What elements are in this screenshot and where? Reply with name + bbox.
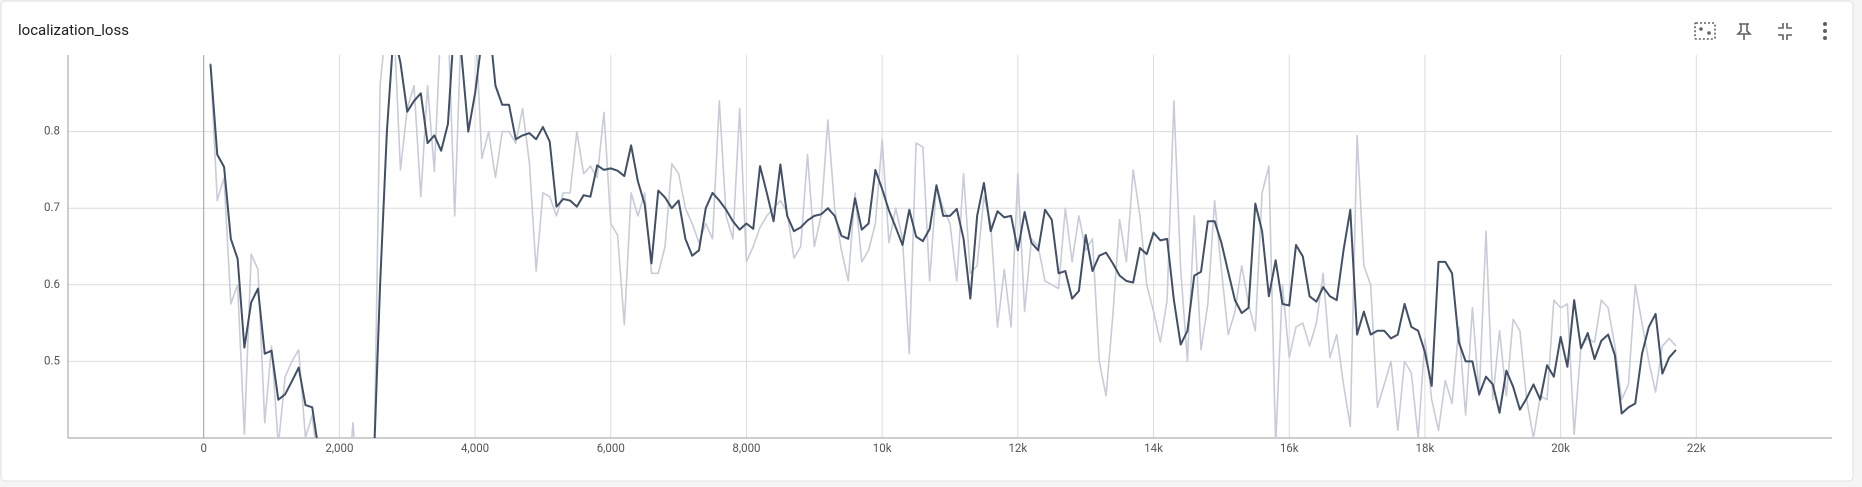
x-tick-label: 10k	[873, 441, 892, 455]
series-line	[209, 55, 1677, 438]
x-tick-label: 14k	[1144, 441, 1163, 455]
y-tick-label: 0.8	[44, 124, 60, 138]
fit-domain-button[interactable]	[1694, 22, 1716, 40]
x-tick-label: 12k	[1008, 441, 1027, 455]
plot-area: 0.5 0.6 0.7 0.8 0 2,000 4,000 6,000 8,000 10k 12k 1…	[44, 55, 1832, 455]
y-tick-label: 0.7	[44, 200, 60, 214]
x-tick-label: 16k	[1280, 441, 1299, 455]
x-tick-label: 0	[200, 441, 206, 455]
chart-title: localization_loss	[18, 21, 129, 39]
y-tick-label: 0.5	[44, 353, 60, 367]
toolbar	[1694, 22, 1827, 40]
x-tick-label: 4,000	[461, 441, 489, 455]
x-tick-label: 6,000	[597, 441, 625, 455]
x-tick-label: 20k	[1551, 441, 1570, 455]
x-tick-label: 2,000	[325, 441, 353, 455]
more-menu-button[interactable]	[1823, 22, 1827, 40]
x-tick-label: 8,000	[732, 441, 760, 455]
collapse-button[interactable]	[1778, 23, 1792, 40]
y-tick-label: 0.6	[44, 277, 60, 291]
x-tick-label: 22k	[1687, 441, 1706, 455]
pin-button[interactable]	[1736, 23, 1752, 40]
x-tick-label: 18k	[1416, 441, 1435, 455]
series-line	[209, 55, 1677, 438]
